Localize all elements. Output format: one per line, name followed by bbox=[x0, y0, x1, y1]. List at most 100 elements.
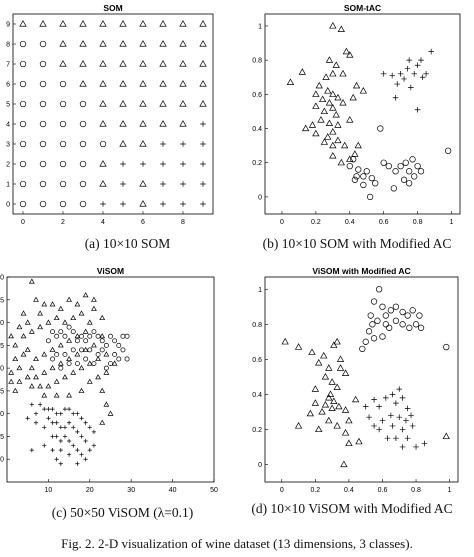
triangle-marker bbox=[99, 120, 107, 127]
x-tick-label: 0.4 bbox=[345, 219, 355, 226]
plus-marker bbox=[38, 402, 43, 407]
x-tick-label: 0 bbox=[280, 219, 284, 226]
circle-marker bbox=[365, 328, 373, 335]
plus-marker bbox=[75, 411, 80, 416]
triangle-marker bbox=[49, 346, 56, 352]
circle-marker bbox=[350, 156, 357, 163]
plus-marker bbox=[160, 161, 166, 167]
triangle-marker bbox=[159, 100, 167, 107]
circle-marker bbox=[103, 365, 109, 371]
x-tick-label: 0 bbox=[280, 487, 284, 494]
triangle-marker bbox=[341, 406, 350, 413]
y-tick-label: 0.8 bbox=[252, 322, 262, 329]
triangle-marker bbox=[139, 140, 147, 147]
triangle-marker bbox=[16, 364, 23, 371]
triangle-marker bbox=[20, 351, 27, 357]
plus-marker bbox=[396, 386, 403, 392]
plus-marker bbox=[397, 71, 404, 77]
circle-marker bbox=[54, 333, 60, 339]
plus-marker bbox=[100, 201, 106, 207]
circle-marker bbox=[417, 324, 425, 331]
y-tick-label: 2 bbox=[6, 162, 10, 169]
triangle-marker bbox=[329, 22, 337, 29]
plus-marker bbox=[87, 448, 92, 453]
triangle-marker bbox=[20, 333, 27, 339]
circle-marker bbox=[112, 351, 118, 357]
triangle-marker bbox=[99, 20, 107, 27]
triangle-marker bbox=[333, 421, 341, 429]
triangle-marker bbox=[294, 343, 303, 350]
circle-marker bbox=[120, 347, 126, 353]
circle-marker bbox=[79, 200, 87, 208]
circle-marker bbox=[353, 173, 360, 180]
y-tick-label: 10 bbox=[0, 457, 4, 464]
circle-marker bbox=[99, 338, 105, 344]
triangle-marker bbox=[37, 323, 44, 330]
plus-marker bbox=[414, 62, 421, 69]
triangle-marker bbox=[37, 383, 44, 389]
triangle-marker bbox=[53, 392, 60, 398]
triangle-marker bbox=[139, 40, 147, 47]
triangle-marker bbox=[119, 80, 127, 87]
circle-marker bbox=[390, 185, 398, 192]
plus-marker bbox=[50, 407, 55, 412]
triangle-marker bbox=[315, 425, 323, 433]
circle-marker bbox=[412, 321, 420, 328]
triangle-marker bbox=[41, 351, 48, 357]
circle-marker bbox=[19, 60, 27, 68]
plus-marker bbox=[399, 426, 406, 433]
chart-title: SOM bbox=[103, 3, 122, 13]
circle-marker bbox=[79, 347, 84, 353]
triangle-marker bbox=[16, 378, 23, 384]
circle-marker bbox=[404, 312, 411, 319]
triangle-marker bbox=[95, 355, 101, 362]
triangle-marker bbox=[82, 292, 89, 298]
triangle-marker bbox=[99, 387, 106, 393]
triangle-marker bbox=[78, 364, 85, 371]
circle-marker bbox=[369, 321, 376, 328]
triangle-marker bbox=[336, 355, 345, 362]
circle-marker bbox=[83, 338, 89, 344]
circle-marker bbox=[79, 333, 84, 339]
triangle-marker bbox=[351, 395, 360, 403]
chart-title: ViSOM bbox=[97, 266, 124, 276]
circle-marker bbox=[70, 329, 76, 335]
plus-marker bbox=[71, 425, 76, 430]
triangle-marker bbox=[311, 385, 320, 392]
y-tick-label: 0 bbox=[6, 202, 10, 209]
plus-marker bbox=[46, 416, 51, 421]
plus-marker bbox=[388, 412, 394, 419]
x-tick-label: 0.2 bbox=[311, 219, 321, 226]
plus-marker bbox=[380, 71, 387, 77]
triangle-marker bbox=[86, 319, 93, 325]
y-tick-label: 1 bbox=[258, 23, 262, 30]
plus-marker bbox=[79, 416, 84, 421]
circle-marker bbox=[39, 60, 47, 68]
triangle-marker bbox=[346, 51, 354, 58]
plus-marker bbox=[200, 161, 206, 167]
triangle-marker bbox=[12, 387, 19, 393]
circle-marker bbox=[124, 333, 130, 339]
circle-marker bbox=[409, 307, 416, 314]
circle-marker bbox=[416, 312, 423, 319]
triangle-marker bbox=[339, 69, 347, 77]
circle-marker bbox=[59, 200, 67, 208]
plus-marker bbox=[404, 405, 411, 412]
y-tick-label: 9 bbox=[6, 22, 10, 29]
triangle-marker bbox=[329, 128, 337, 135]
plus-marker bbox=[50, 434, 55, 439]
triangle-marker bbox=[99, 180, 107, 187]
triangle-marker bbox=[66, 355, 73, 362]
circle-marker bbox=[91, 361, 97, 367]
circle-marker bbox=[83, 356, 89, 362]
y-tick-label: 25 bbox=[0, 388, 4, 395]
plus-marker bbox=[67, 438, 72, 444]
triangle-marker bbox=[199, 80, 207, 87]
triangle-marker bbox=[337, 158, 345, 166]
triangle-marker bbox=[312, 129, 320, 137]
triangle-marker bbox=[139, 120, 147, 127]
x-tick-label: 10 bbox=[45, 487, 53, 494]
triangle-marker bbox=[329, 151, 337, 159]
triangle-marker bbox=[325, 393, 333, 401]
circle-marker bbox=[79, 100, 87, 108]
